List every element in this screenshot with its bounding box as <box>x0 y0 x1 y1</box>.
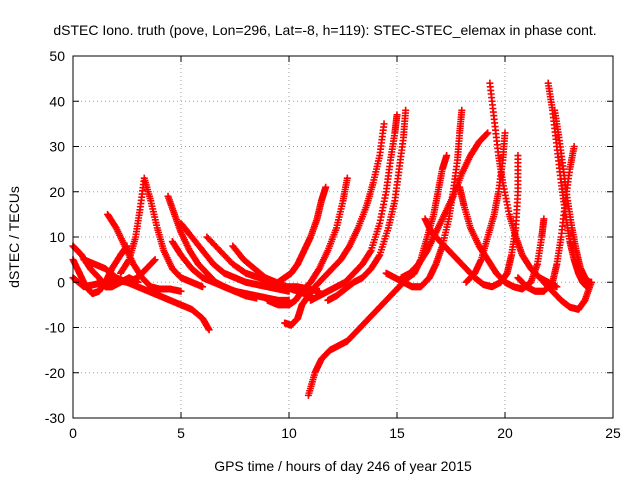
data-series <box>80 256 213 334</box>
data-point <box>570 143 578 150</box>
data-point <box>205 326 213 334</box>
data-point <box>458 106 466 114</box>
data-series <box>274 183 330 286</box>
data-point <box>199 283 207 291</box>
data-point <box>150 257 158 265</box>
y-tick-label: 30 <box>49 139 65 155</box>
y-tick-label: -10 <box>45 320 65 336</box>
data-series <box>281 120 388 329</box>
x-tick-label: 10 <box>281 425 297 441</box>
data-point <box>514 152 522 160</box>
data-series <box>486 79 561 291</box>
chart-title: dSTEC Iono. truth (pove, Lon=296, Lat=-8… <box>53 22 596 38</box>
data-series <box>177 219 293 295</box>
data-point <box>501 129 509 137</box>
data-point <box>483 130 491 138</box>
data-series <box>397 129 492 282</box>
data-point <box>484 129 492 137</box>
data-point <box>366 248 374 256</box>
data-point <box>343 174 351 182</box>
data-point <box>380 120 388 128</box>
y-tick-label: -30 <box>45 410 65 426</box>
data-point <box>253 294 261 302</box>
data-point <box>322 183 330 191</box>
data-series <box>324 106 410 304</box>
x-tick-label: 0 <box>69 425 77 441</box>
y-tick-label: 40 <box>49 93 65 109</box>
data-point <box>177 287 185 295</box>
data-series <box>117 174 207 291</box>
data-point <box>587 278 595 286</box>
y-tick-label: 50 <box>49 48 65 64</box>
data-series <box>514 143 578 295</box>
data-point <box>151 256 159 264</box>
data-point <box>443 152 451 160</box>
data-point <box>553 283 561 291</box>
y-tick-label: 0 <box>57 274 65 290</box>
data-series <box>168 238 261 302</box>
x-tick-label: 5 <box>177 425 185 441</box>
data-point <box>393 111 401 119</box>
y-tick-label: 20 <box>49 184 65 200</box>
plot-area <box>69 79 595 399</box>
data-point <box>540 215 548 223</box>
x-tick-label: 25 <box>605 425 621 441</box>
data-series <box>307 111 401 304</box>
data-point <box>375 252 383 260</box>
y-tick-label: 10 <box>49 229 65 245</box>
data-point <box>402 106 410 114</box>
y-tick-label: -20 <box>45 365 65 381</box>
x-axis-label: GPS time / hours of day 246 of year 2015 <box>214 458 472 474</box>
axis-ticks: 0 5 10 15 20 25 -30 -20 -10 0 10 20 30 40 50 <box>45 48 621 441</box>
y-axis-label: dSTEC / TECUs <box>6 186 22 288</box>
data-series <box>540 278 595 313</box>
data-point <box>124 257 132 265</box>
data-series <box>263 174 351 309</box>
grid <box>73 56 613 418</box>
x-tick-label: 20 <box>497 425 513 441</box>
x-tick-label: 15 <box>389 425 405 441</box>
